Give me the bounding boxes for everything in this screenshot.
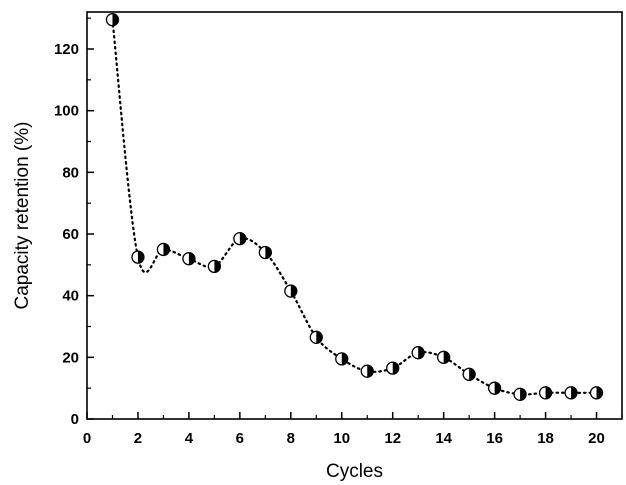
data-point bbox=[182, 252, 196, 266]
data-point bbox=[589, 386, 604, 400]
y-tick-label: 60 bbox=[62, 226, 79, 243]
x-tick-label: 4 bbox=[185, 430, 194, 447]
x-tick-label: 14 bbox=[435, 430, 452, 447]
data-point bbox=[233, 231, 247, 246]
y-axis-ticks: 0 20 40 60 80 100 120 bbox=[54, 17, 94, 428]
x-tick-label: 0 bbox=[83, 430, 91, 447]
x-tick-label: 6 bbox=[236, 430, 244, 447]
y-tick-label: 40 bbox=[62, 288, 79, 305]
data-point bbox=[335, 352, 349, 366]
y-tick-label: 20 bbox=[62, 349, 79, 366]
x-tick-label: 16 bbox=[486, 430, 503, 447]
data-point bbox=[564, 386, 578, 400]
data-point bbox=[258, 245, 272, 260]
data-point bbox=[207, 259, 222, 274]
y-tick-label: 0 bbox=[71, 411, 79, 428]
x-axis-title: Cycles bbox=[326, 461, 383, 482]
data-point bbox=[309, 330, 323, 344]
x-tick-label: 10 bbox=[333, 430, 350, 447]
x-tick-label: 20 bbox=[588, 430, 605, 447]
data-point bbox=[462, 367, 476, 381]
data-point bbox=[105, 13, 120, 27]
data-point bbox=[386, 361, 400, 375]
data-point bbox=[538, 386, 553, 400]
y-axis-title: Capacity retention (%) bbox=[12, 122, 33, 310]
y-tick-label: 120 bbox=[54, 41, 79, 58]
data-point bbox=[284, 284, 298, 298]
data-point bbox=[411, 346, 425, 360]
series-trend-line bbox=[111, 18, 598, 396]
data-point bbox=[131, 250, 145, 264]
y-tick-label: 100 bbox=[54, 103, 79, 120]
x-axis-ticks: 0 2 4 6 8 10 12 14 16 18 20 bbox=[83, 412, 623, 447]
x-tick-label: 8 bbox=[287, 430, 295, 447]
data-point bbox=[513, 387, 527, 401]
data-point bbox=[487, 381, 502, 395]
y-tick-label: 80 bbox=[62, 164, 79, 181]
data-points bbox=[105, 13, 604, 401]
data-point bbox=[437, 350, 451, 364]
data-point bbox=[156, 242, 171, 257]
x-tick-label: 18 bbox=[537, 430, 554, 447]
x-tick-label: 12 bbox=[384, 430, 401, 447]
x-tick-label: 2 bbox=[134, 430, 142, 447]
data-point bbox=[360, 364, 374, 378]
plot-frame bbox=[86, 11, 623, 420]
